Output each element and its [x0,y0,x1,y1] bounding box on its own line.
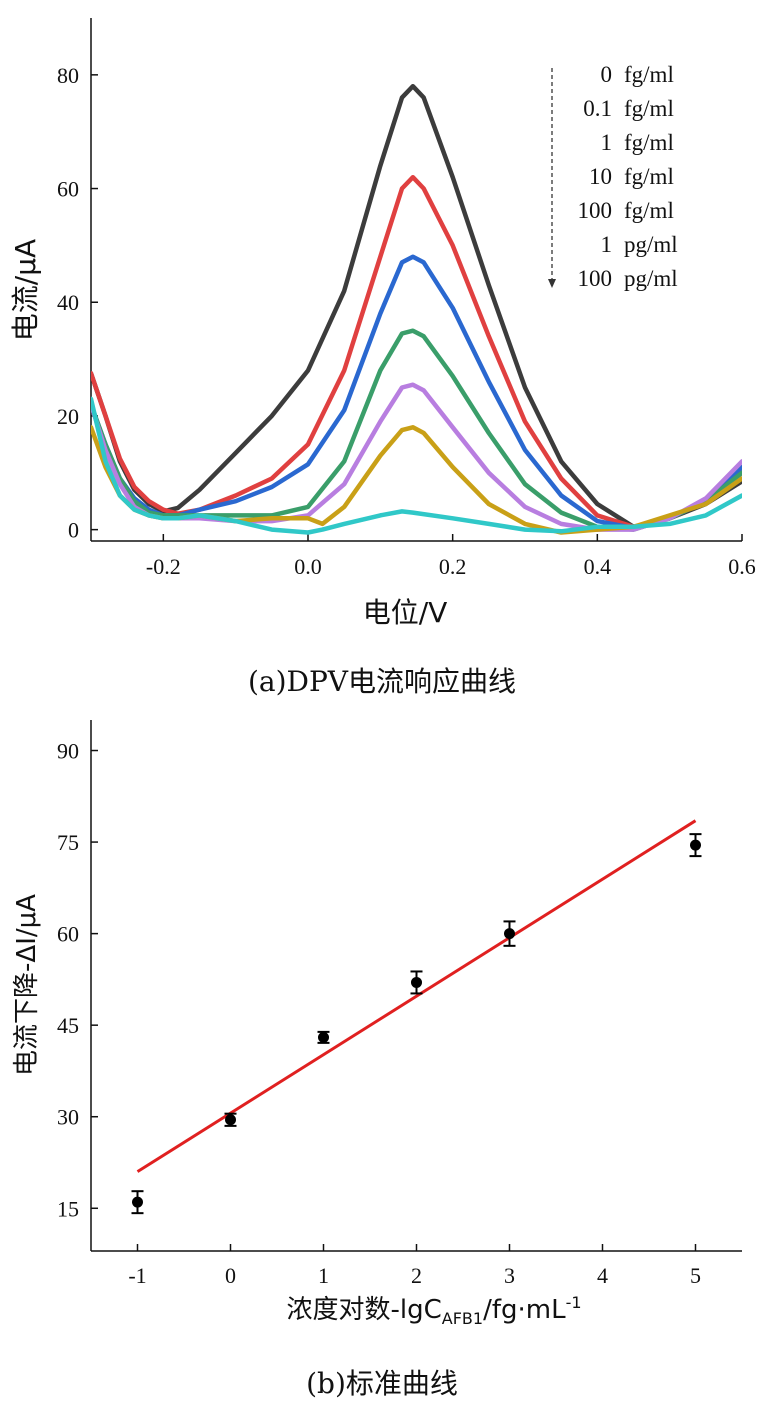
x-tick-label-a: 0.2 [439,554,467,579]
caption-b: (b)标准曲线 [306,1367,458,1400]
ticks-a: -0.2 0.0 0.2 0.4 0.6 0 20 40 60 80 [57,63,756,579]
legend-value: 1 [601,130,613,155]
x-tick-label-b: -1 [128,1263,146,1288]
fit-line-b [136,819,697,1173]
x-tick-label-a: 0.4 [584,554,612,579]
legend-unit: fg/ml [624,164,674,189]
series-line [91,174,742,530]
x-tick-label-a: 0.6 [728,554,756,579]
y-axis-title-b: 电流下降-ΔI/μA [12,894,42,1076]
x-tick-label-b: 5 [690,1263,701,1288]
series-line [91,254,742,531]
x-tick-label-a: -0.2 [146,554,181,579]
x-tick-label-b: 3 [504,1263,515,1288]
legend-value: 100 [578,198,613,223]
x-axis-title-b: 浓度对数-lgCAFB1/fg·mL-1 [286,1293,581,1328]
legend-value: 1 [601,232,613,257]
data-point [690,839,701,851]
series-line [91,382,742,532]
y-tick-label-b: 45 [57,1013,79,1038]
legend-unit: fg/ml [624,130,674,155]
x-axis-title-b-tail: /fg·mL [483,1295,566,1325]
y-axis-title-a: 电流/μA [9,239,42,341]
x-tick-label-b: 4 [597,1263,608,1288]
y-tick-label-b: 60 [57,922,79,947]
legend-arrowhead [548,279,556,288]
x-tick-label-b: 0 [225,1263,236,1288]
legend-unit: fg/ml [624,96,674,121]
y-tick-label-a: 40 [57,290,79,315]
series-line [91,83,742,530]
legend-unit: pg/ml [624,232,678,257]
x-axis-title-a: 电位/V [363,596,448,629]
y-tick-label-a: 20 [57,404,79,429]
legend-unit: pg/ml [624,266,678,291]
legend-value: 0 [601,62,613,87]
data-point [318,1031,329,1043]
y-tick-label-b: 75 [57,830,79,855]
y-tick-label-a: 0 [68,518,79,543]
y-tick-label-b: 30 [57,1105,79,1130]
legend-value: 0.1 [583,96,612,121]
legend-value: 100 [578,266,613,291]
y-tick-label-b: 15 [57,1196,79,1221]
legend-a: 0 fg/ml 0.1 fg/ml 1 fg/ml 10 fg/ml 100 fg/ml 1 pg/m… [548,62,678,291]
legend-value: 10 [589,164,612,189]
points-b [131,833,702,1215]
y-tick-label-a: 60 [57,177,79,202]
data-point [504,928,515,940]
series-a [91,83,742,535]
x-tick-label-b: 1 [318,1263,329,1288]
y-tick-label-a: 80 [57,63,79,88]
x-axis-title-b-sup: -1 [566,1293,582,1312]
dpv-current-chart: -0.2 0.0 0.2 0.4 0.6 0 20 40 60 80 0 fg/ml 0.1 fg/ml… [9,18,756,698]
x-tick-label-b: 2 [411,1263,422,1288]
x-axis-title-b-sub: AFB1 [442,1309,483,1328]
data-point [132,1196,143,1208]
x-tick-label-a: 0.0 [294,554,322,579]
legend-unit: fg/ml [624,62,674,87]
x-axis-title-b-main: 浓度对数-lgC [286,1295,441,1325]
fit-line [136,819,697,1173]
data-point [411,976,422,988]
caption-a: (a)DPV电流响应曲线 [248,665,516,698]
series-line [91,396,742,535]
legend-unit: fg/ml [624,198,674,223]
y-tick-label-b: 90 [57,739,79,764]
data-point [225,1114,236,1126]
